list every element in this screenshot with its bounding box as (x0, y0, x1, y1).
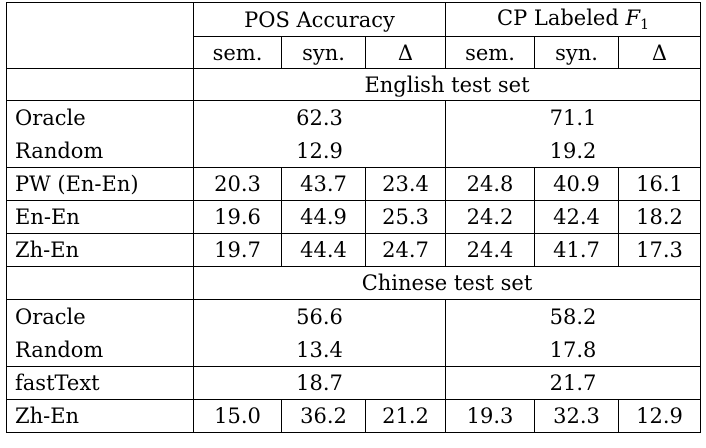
pos-value: 56.6 (193, 299, 446, 334)
row-label: PW (En-En) (6, 167, 194, 201)
section-title: English test set (193, 68, 701, 101)
value-cell: 36.2 (281, 399, 366, 433)
col-header: sem. (193, 36, 282, 69)
value-cell: 25.3 (365, 200, 446, 234)
value-cell: 24.2 (445, 200, 535, 234)
value-cell: 24.4 (445, 233, 535, 267)
value-cell: 44.9 (281, 200, 366, 234)
value-cell: 23.4 (365, 167, 446, 201)
pos-value: 12.9 (296, 138, 343, 163)
corner-cell-lower (6, 36, 194, 69)
value-cell: 15.0 (193, 399, 282, 433)
value-cell: 40.9 (534, 167, 619, 201)
value-cell: 44.4 (281, 233, 366, 267)
pos-accuracy-header: POS Accuracy (193, 2, 446, 37)
col-header: sem. (445, 36, 535, 69)
section-spacer (6, 266, 194, 300)
row-label: Random (6, 333, 194, 367)
value-cell: 21.2 (365, 399, 446, 433)
corner-cell (6, 2, 194, 37)
value-cell: 41.7 (534, 233, 619, 267)
row-label: Random (6, 134, 194, 168)
value-cell: 24.8 (445, 167, 535, 201)
cp-value: 71.1 (445, 100, 701, 135)
value-cell: 32.3 (534, 399, 619, 433)
col-header: Δ (618, 36, 701, 69)
col-header: syn. (534, 36, 619, 69)
value-cell: 19.7 (193, 233, 282, 267)
cp-value: 19.2 (445, 134, 701, 168)
pos-value: 13.4 (296, 337, 343, 362)
row-label: fastText (6, 366, 194, 400)
value-cell: 43.7 (281, 167, 366, 201)
results-table: POS Accuracy CP Labeled F1 sem. syn. Δ s… (6, 2, 701, 433)
value-cell: 12.9 (618, 399, 701, 433)
section-spacer (6, 68, 194, 101)
cp-labeled-f1-header: CP Labeled F1 (445, 2, 701, 37)
value-cell: 24.7 (365, 233, 446, 267)
value-cell: 42.4 (534, 200, 619, 234)
cp-value: 21.7 (445, 366, 701, 400)
col-header: Δ (365, 36, 446, 69)
value-cell: 17.3 (618, 233, 701, 267)
cp-value: 17.8 (445, 333, 701, 367)
value-cell: 19.6 (193, 200, 282, 234)
value-cell: 18.2 (618, 200, 701, 234)
row-label: Zh-En (6, 399, 194, 433)
pos-value: 18.7 (193, 366, 446, 400)
value-cell: 16.1 (618, 167, 701, 201)
section-title: Chinese test set (193, 266, 701, 300)
value-cell: 19.3 (445, 399, 535, 433)
row-label: Oracle (6, 100, 194, 135)
value-cell: 20.3 (193, 167, 282, 201)
cp-value: 58.2 (445, 299, 701, 334)
row-label: Oracle (6, 299, 194, 334)
row-label: Zh-En (6, 233, 194, 267)
col-header: syn. (281, 36, 366, 69)
row-label: En-En (6, 200, 194, 234)
pos-value: 62.3 (193, 100, 446, 135)
